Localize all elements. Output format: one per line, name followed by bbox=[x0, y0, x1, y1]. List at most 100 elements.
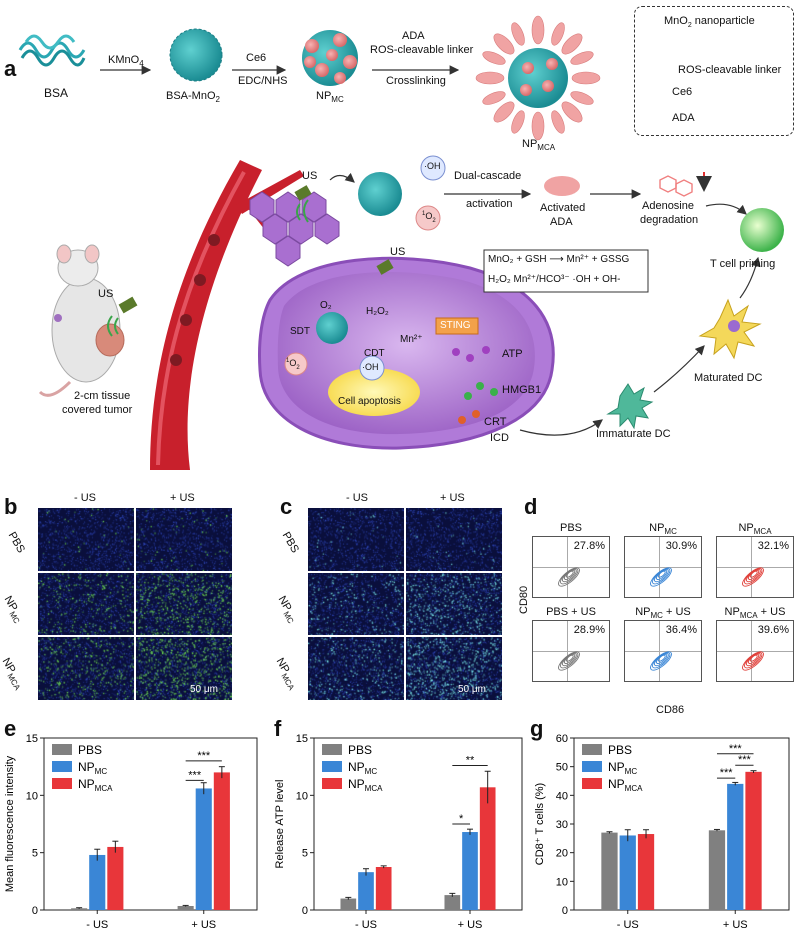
label-t-cell-priming: T cell priming bbox=[710, 258, 776, 270]
label-sdt: SDT bbox=[290, 326, 310, 337]
x-tick-label: - US bbox=[86, 919, 108, 931]
label-equation-1: MnO₂ + GSH ⟶ Mn²⁺ + GSSG bbox=[488, 254, 630, 265]
flow-contour bbox=[742, 651, 764, 671]
micro-c-npmc-plus bbox=[406, 572, 502, 636]
micro-b-col-plus-us: + US bbox=[170, 492, 195, 504]
flow-plot-percent: 32.1% bbox=[757, 540, 789, 552]
chart-frame bbox=[43, 737, 258, 911]
t-cell-icon bbox=[740, 208, 784, 252]
y-tick-label: 50 bbox=[556, 762, 568, 774]
label-oh-top: ·OH bbox=[424, 161, 441, 171]
np-mc-particle-icon bbox=[302, 30, 358, 86]
np-mca-particle-icon bbox=[475, 15, 601, 141]
us-transducer-cell-icon bbox=[376, 259, 394, 275]
label-kmno4: KMnO4 bbox=[108, 54, 144, 69]
flow-plot-title: NPMC + US bbox=[635, 606, 691, 621]
legend-swatch bbox=[322, 761, 342, 772]
y-axis-label: Release ATP level bbox=[274, 780, 286, 869]
micro-c-row-pbs: PBS bbox=[279, 530, 302, 556]
label-activated-ada: ADA bbox=[550, 216, 573, 228]
label-us-mouse: US bbox=[98, 288, 114, 300]
flow-plot-title: NPMC bbox=[649, 522, 677, 537]
micro-b-npmca-minus bbox=[38, 637, 134, 700]
y-tick-label: 0 bbox=[302, 905, 308, 917]
legend-swatch bbox=[582, 744, 602, 755]
micro-c-scale-bar: 50 μm bbox=[458, 684, 486, 695]
flow-plot-percent: 30.9% bbox=[665, 540, 697, 552]
micro-c-npmca-plus bbox=[406, 637, 502, 700]
label-singlet-cell: 1O2 bbox=[286, 358, 300, 371]
legend-swatch bbox=[322, 744, 342, 755]
significance-label: ** bbox=[466, 755, 475, 767]
legend-swatch bbox=[582, 778, 602, 789]
legend-label: NPMC bbox=[348, 760, 377, 776]
micro-c-col-plus-us: + US bbox=[440, 492, 465, 504]
flow-plot-title: PBS + US bbox=[546, 606, 596, 618]
chart-frame bbox=[313, 737, 523, 911]
flow-contour bbox=[742, 567, 764, 587]
y-tick-label: 5 bbox=[302, 848, 308, 860]
significance-label: *** bbox=[197, 750, 211, 762]
legend-swatch bbox=[52, 744, 72, 755]
y-tick-label: 10 bbox=[556, 876, 568, 888]
sting-box bbox=[435, 317, 479, 335]
adenosine-molecule-icon bbox=[659, 175, 693, 197]
label-activation: activation bbox=[466, 198, 513, 210]
label-np-mca: NPMCA bbox=[522, 138, 556, 153]
hydroxyl-bubble-icon bbox=[359, 355, 385, 381]
label-matured-dc: Maturated DC bbox=[694, 372, 763, 384]
label-us-tumor: US bbox=[302, 170, 318, 182]
bar bbox=[195, 788, 212, 910]
label-activated: Activated bbox=[540, 202, 586, 214]
significance-label: *** bbox=[720, 767, 734, 779]
flow-plot-1: NPMC 30.9% bbox=[624, 522, 702, 598]
flow-plot-percent: 36.4% bbox=[665, 624, 697, 636]
micro-c-col-minus-us: - US bbox=[346, 492, 368, 504]
flow-plot-title: NPMCA bbox=[738, 522, 772, 537]
x-tick-label: - US bbox=[617, 919, 639, 931]
bar bbox=[358, 872, 374, 910]
significance-label: *** bbox=[738, 754, 752, 766]
micro-grid-b bbox=[38, 508, 232, 700]
label-adenosine: Adenosine bbox=[642, 200, 694, 212]
micro-c-pbs-minus bbox=[308, 508, 404, 571]
bar bbox=[637, 834, 655, 910]
flow-contour bbox=[558, 651, 580, 671]
panel-letter-b: b bbox=[4, 494, 18, 519]
bar bbox=[375, 867, 392, 910]
legend-label: PBS bbox=[348, 743, 372, 757]
tumor-cluster-illustration bbox=[249, 191, 340, 267]
bar bbox=[745, 771, 762, 910]
label-tissue-2: covered tumor bbox=[62, 404, 133, 416]
micro-grid-c bbox=[308, 508, 502, 700]
flow-contour bbox=[650, 651, 672, 671]
label-h2o2: H₂O₂ bbox=[366, 306, 389, 317]
label-sting: STING bbox=[440, 320, 471, 331]
legend-label: NPMCA bbox=[78, 777, 113, 793]
label-hmgb1: HMGB1 bbox=[502, 384, 542, 396]
flow-plot-4: NPMC + US 36.4% bbox=[624, 606, 702, 682]
flow-plot-percent: 39.6% bbox=[757, 624, 789, 636]
bar-chart-e: 0 5 10 15 Mean fluorescence intensity - US + U… bbox=[4, 733, 258, 931]
legend-swatch bbox=[52, 761, 72, 772]
micro-b-row-np-mc: NPMC bbox=[1, 594, 22, 626]
bar bbox=[708, 830, 726, 910]
legend-label: NPMCA bbox=[348, 777, 383, 793]
y-tick-label: 5 bbox=[32, 848, 38, 860]
label-dual-cascade: Dual-cascade bbox=[454, 170, 522, 182]
y-tick-label: 30 bbox=[556, 819, 568, 831]
panel-letter-e: e bbox=[4, 716, 17, 741]
np-activation-icon bbox=[358, 172, 402, 216]
label-crt: CRT bbox=[484, 416, 507, 428]
flow-contour bbox=[650, 567, 672, 587]
micro-b-npmc-minus bbox=[38, 572, 134, 636]
micro-b-row-pbs: PBS bbox=[5, 530, 28, 556]
label-o2: O₂ bbox=[320, 300, 332, 311]
label-degradation: degradation bbox=[640, 214, 699, 226]
y-tick-label: 0 bbox=[32, 905, 38, 917]
legend-label: NPMC bbox=[78, 760, 107, 776]
y-tick-label: 10 bbox=[26, 790, 38, 802]
label-icd: ICD bbox=[490, 432, 509, 444]
tumor-cell-illustration bbox=[258, 256, 555, 450]
